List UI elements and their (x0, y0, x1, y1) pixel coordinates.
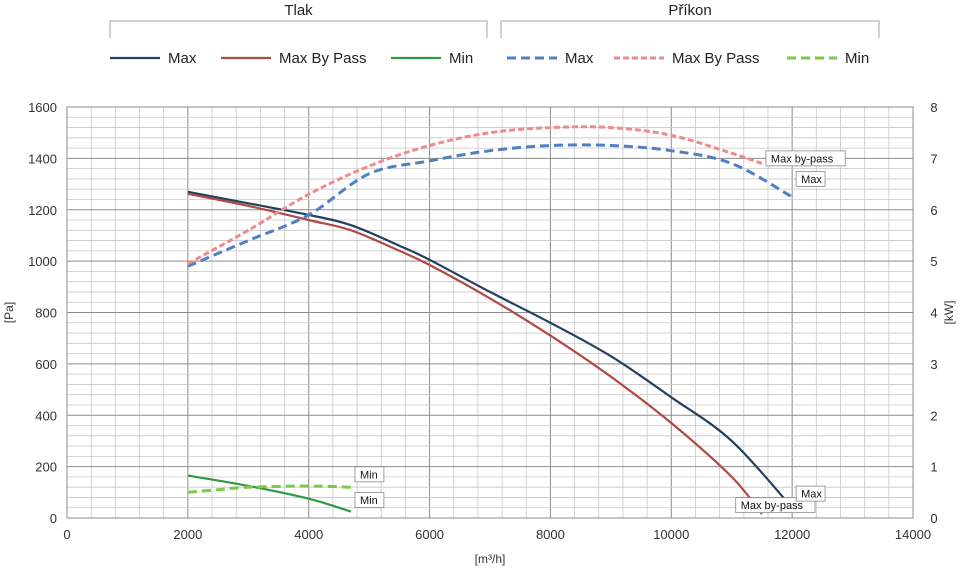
series-line-tlak-max-by-pass (187, 192, 763, 515)
x-tick-label: 2000 (173, 527, 202, 542)
annotation-box (735, 497, 816, 514)
y-right-tick-label: 3 (930, 357, 937, 372)
x-tick-label: 12000 (774, 527, 810, 542)
annotation-box (795, 485, 826, 502)
y-left-tick-label: 0 (50, 511, 57, 526)
legend-entry-label: Max (168, 50, 197, 67)
legend-entry-label: Min (845, 50, 869, 67)
y-left-axis-label: [Pa] (2, 302, 16, 323)
y-right-tick-label: 6 (930, 203, 937, 218)
legend-entry-label: Max By Pass (279, 50, 367, 67)
x-tick-label: 8000 (536, 527, 565, 542)
x-tick-label: 4000 (294, 527, 323, 542)
y-right-tick-label: 2 (930, 408, 937, 423)
annotation-label: Max (801, 489, 822, 501)
annotation-box (795, 171, 826, 187)
y-left-tick-label: 800 (35, 306, 57, 321)
y-left-tick-label: 400 (35, 408, 57, 423)
y-right-tick-label: 0 (930, 511, 937, 526)
y-right-tick-label: 4 (930, 306, 937, 321)
x-tick-label: 6000 (415, 527, 444, 542)
legend-group-bracket (500, 20, 880, 38)
y-left-tick-label: 1000 (28, 254, 57, 269)
series-line-tlak-min (187, 474, 352, 513)
annotation-box (354, 466, 385, 483)
x-tick-label: 14000 (895, 527, 931, 542)
y-right-tick-label: 8 (930, 100, 937, 115)
y-left-tick-label: 600 (35, 357, 57, 372)
annotation-label: Max (801, 174, 822, 186)
annotation-box (765, 150, 846, 167)
series-line-p-kon-min (187, 484, 352, 494)
x-tick-label: 0 (63, 527, 70, 542)
legend-group-title: Příkon (668, 2, 711, 19)
y-right-axis-label: [kW] (942, 301, 956, 325)
legend-entry-label: Min (449, 50, 473, 67)
annotation-label: Max by-pass (741, 500, 804, 512)
plot-border (66, 106, 914, 519)
y-left-tick-label: 1600 (28, 100, 57, 115)
series-line-p-kon-max-by-pass (187, 125, 763, 266)
annotation-box (354, 492, 385, 508)
legend-entry-label: Max By Pass (672, 50, 760, 67)
legend-group-title: Tlak (284, 2, 313, 19)
y-right-tick-label: 7 (930, 151, 937, 166)
legend-entry-label: Max (565, 50, 594, 67)
annotation-label: Min (360, 495, 378, 507)
x-tick-label: 10000 (653, 527, 689, 542)
y-right-tick-label: 1 (930, 460, 937, 475)
legend-group-bracket (109, 20, 488, 38)
y-left-tick-label: 1200 (28, 203, 57, 218)
x-axis-label: [m³/h] (475, 552, 506, 566)
annotation-label: Max by-pass (771, 153, 834, 165)
y-left-tick-label: 1400 (28, 151, 57, 166)
annotation-label: Min (360, 469, 378, 481)
y-right-tick-label: 5 (930, 254, 937, 269)
y-left-tick-label: 200 (35, 460, 57, 475)
series-line-p-kon-max (187, 143, 793, 268)
